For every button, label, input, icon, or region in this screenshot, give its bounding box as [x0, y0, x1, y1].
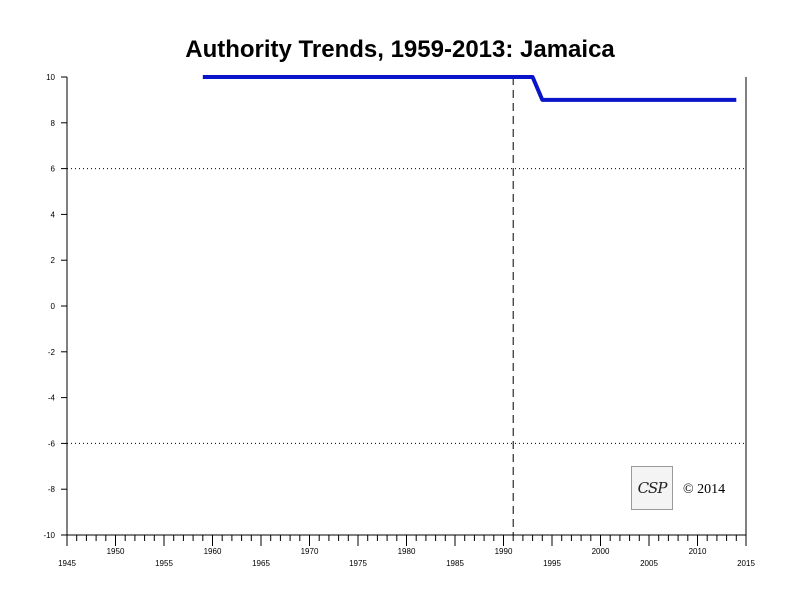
- x-tick-label: 2005: [640, 559, 658, 568]
- authority-series-line: [202, 75, 737, 102]
- y-tick-label: -8: [48, 485, 56, 494]
- csp-logo: CSP: [631, 466, 673, 510]
- y-tick-label: 4: [51, 210, 56, 219]
- y-tick-label: 8: [51, 119, 56, 128]
- x-tick-label: 1945: [58, 559, 76, 568]
- y-tick-label: -6: [48, 439, 56, 448]
- x-tick-label: 1975: [349, 559, 367, 568]
- x-tick-label: 1985: [446, 559, 464, 568]
- x-tick-label: 1970: [301, 547, 319, 556]
- chart-title: Authority Trends, 1959-2013: Jamaica: [185, 36, 615, 63]
- x-tick-label: 1965: [252, 559, 270, 568]
- x-tick-label: 1980: [398, 547, 416, 556]
- x-tick-label: 1990: [495, 547, 513, 556]
- x-tick-label: 2010: [689, 547, 707, 556]
- y-tick-label: -4: [48, 394, 56, 403]
- x-tick-label: 2000: [592, 547, 610, 556]
- x-tick-label: 1995: [543, 559, 561, 568]
- logo-text: CSP: [637, 479, 668, 497]
- x-tick-label: 1955: [155, 559, 173, 568]
- y-tick-label: 10: [46, 73, 55, 82]
- x-tick-label: 2015: [737, 559, 755, 568]
- y-tick-label: 6: [51, 165, 56, 174]
- y-tick-label: -2: [48, 348, 56, 357]
- copyright-notice: © 2014: [683, 482, 726, 497]
- y-tick-label: 0: [51, 302, 56, 311]
- x-tick-label: 1950: [107, 547, 125, 556]
- y-tick-label: 2: [51, 256, 56, 265]
- y-tick-label: -10: [43, 531, 55, 540]
- x-tick-label: 1960: [204, 547, 222, 556]
